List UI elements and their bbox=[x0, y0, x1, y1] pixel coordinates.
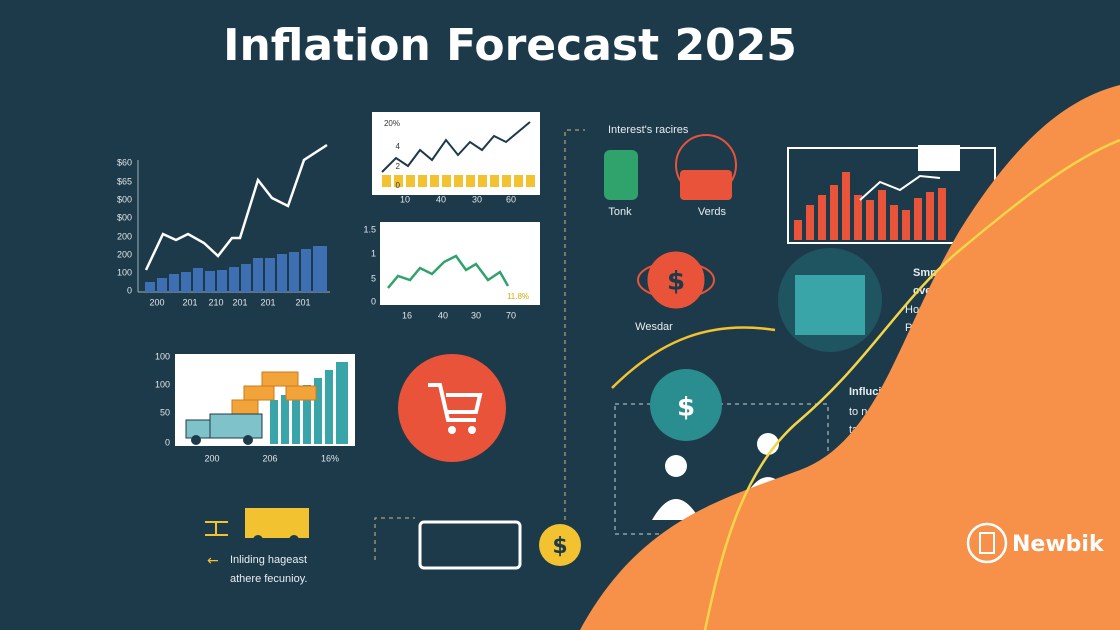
bars bbox=[270, 362, 348, 444]
svg-text:$: $ bbox=[552, 534, 567, 559]
truck bbox=[185, 413, 263, 445]
y-tick-label: 50 bbox=[160, 407, 170, 417]
x-tick-label: 201 bbox=[182, 297, 197, 307]
x-tick-label: 16 bbox=[402, 310, 412, 320]
y-tick-label: 2 bbox=[396, 162, 401, 171]
x-tick-label: 30 bbox=[471, 310, 481, 320]
cart-icon bbox=[398, 354, 506, 462]
y-tick-label: 100 bbox=[155, 379, 170, 389]
x-tick-label: 210 bbox=[208, 297, 223, 307]
title: Inflation Forecast 2025 bbox=[223, 20, 797, 71]
van bbox=[418, 520, 522, 570]
logo bbox=[966, 522, 1008, 564]
y-tick-label: 5 bbox=[371, 273, 376, 283]
person bbox=[652, 499, 700, 520]
x-tick-label: 201 bbox=[260, 297, 275, 307]
arrow: ← bbox=[207, 553, 219, 569]
wave bbox=[580, 85, 1120, 630]
y-tick-label: $00 bbox=[117, 194, 132, 204]
coin bbox=[539, 524, 581, 566]
x-tick-label: 201 bbox=[295, 297, 310, 307]
trend-line bbox=[144, 143, 328, 271]
x-tick-label: 10 bbox=[400, 194, 410, 204]
y-tick-label: 0 bbox=[396, 181, 401, 190]
truck-icon bbox=[918, 145, 960, 171]
trend-line bbox=[381, 121, 531, 173]
dollar: $ bbox=[667, 267, 685, 297]
y-tick-label: 200 bbox=[117, 249, 132, 259]
x-tick-label: 60 bbox=[506, 194, 516, 204]
icon-label: Tonk bbox=[608, 206, 632, 218]
y-tick-label: $65 bbox=[117, 176, 132, 186]
y-tick-label: 4 bbox=[396, 142, 401, 151]
note: 11.8% bbox=[507, 292, 529, 301]
icon-label: Verds bbox=[698, 206, 727, 218]
y-tick-label: 1.5 bbox=[363, 224, 376, 234]
heading: Interest's racires bbox=[608, 124, 689, 136]
trend-line bbox=[387, 254, 510, 289]
y-tick-label: $00 bbox=[117, 212, 132, 222]
heading: Influcir bbox=[849, 386, 886, 398]
note: athere fecunioy. bbox=[230, 573, 307, 585]
dollar: $ bbox=[677, 393, 695, 423]
bars bbox=[382, 175, 535, 187]
connector bbox=[564, 129, 585, 520]
note: Inliding hageast bbox=[230, 554, 307, 566]
y-tick-label: 100 bbox=[155, 351, 170, 361]
x-tick-label: 40 bbox=[436, 194, 446, 204]
x-tick-label: 16% bbox=[321, 453, 339, 463]
brand: Newbik bbox=[1012, 532, 1105, 557]
y-tick-label: 20% bbox=[384, 119, 400, 128]
x-tick-label: 200 bbox=[149, 297, 164, 307]
arrow bbox=[611, 326, 776, 389]
globe-label: Wesdar bbox=[635, 321, 673, 333]
wave-line bbox=[703, 138, 1120, 630]
y-tick-label: 0 bbox=[127, 285, 132, 295]
y-tick-label: 200 bbox=[117, 231, 132, 241]
trend-line bbox=[859, 174, 941, 201]
y-tick-label: 100 bbox=[117, 267, 132, 277]
connector bbox=[374, 517, 415, 560]
building bbox=[795, 275, 865, 335]
x-tick-label: 206 bbox=[262, 453, 277, 463]
y-tick-label: 0 bbox=[371, 296, 376, 306]
left-chart: $60 $65 $00 $00 200 200 100 0 200 201 210 201 201 201 bbox=[117, 143, 330, 307]
y-tick-label: $60 bbox=[117, 157, 132, 167]
bars bbox=[794, 172, 946, 240]
x-tick-label: 70 bbox=[506, 310, 516, 320]
connector bbox=[205, 521, 228, 536]
icon bbox=[604, 150, 638, 200]
truck bbox=[245, 508, 309, 538]
cart bbox=[428, 383, 483, 422]
y-tick-label: 1 bbox=[371, 248, 376, 258]
x-tick-label: 201 bbox=[232, 297, 247, 307]
bubble bbox=[650, 369, 722, 441]
x-tick-label: 30 bbox=[472, 194, 482, 204]
y-tick-label: 0 bbox=[165, 437, 170, 447]
bars bbox=[145, 246, 327, 292]
globe-icon bbox=[644, 248, 708, 312]
x-tick-label: 200 bbox=[204, 453, 219, 463]
x-tick-label: 40 bbox=[438, 310, 448, 320]
